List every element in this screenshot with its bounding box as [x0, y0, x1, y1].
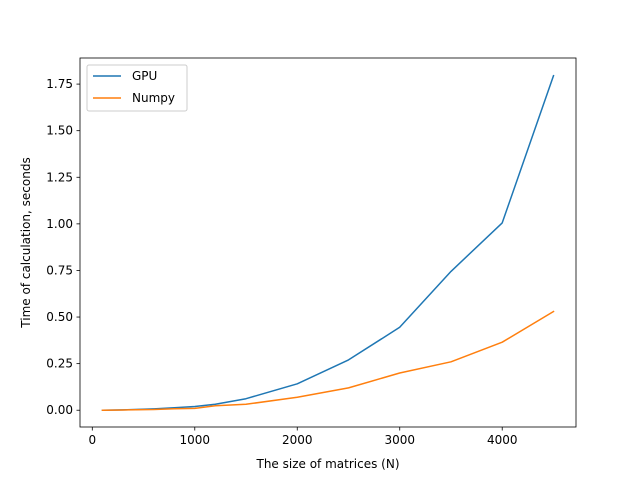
plot-frame	[79, 57, 577, 428]
x-tick-label: 1000	[180, 433, 211, 447]
y-tick-label: 0.00	[46, 403, 73, 417]
x-axis-ticks: 0 1000 2000 3000 4000	[88, 427, 517, 447]
y-tick-label: 1.50	[46, 124, 73, 138]
y-tick-label: 1.75	[46, 77, 73, 91]
x-axis-label: The size of matrices (N)	[256, 457, 400, 471]
y-tick-label: 1.25	[46, 170, 73, 184]
x-tick-label: 3000	[384, 433, 415, 447]
x-tick-label: 4000	[487, 433, 518, 447]
y-tick-label: 0.75	[46, 263, 73, 277]
x-tick-label: 0	[88, 433, 96, 447]
y-axis-ticks: 0.00 0.25 0.50 0.75 1.00 1.25 1.50 1.75	[46, 77, 80, 417]
x-tick-label: 2000	[282, 433, 313, 447]
series-line-numpy	[101, 310, 555, 411]
series-layer	[101, 74, 555, 411]
legend-label-numpy: Numpy	[132, 91, 175, 105]
plot-area	[80, 58, 576, 427]
legend-label-gpu: GPU	[132, 69, 157, 83]
legend: GPU Numpy	[86, 64, 188, 112]
y-tick-label: 1.00	[46, 217, 73, 231]
y-tick-label: 0.50	[46, 310, 73, 324]
y-tick-label: 0.25	[46, 357, 73, 371]
y-axis-label: Time of calculation, seconds	[19, 157, 33, 328]
